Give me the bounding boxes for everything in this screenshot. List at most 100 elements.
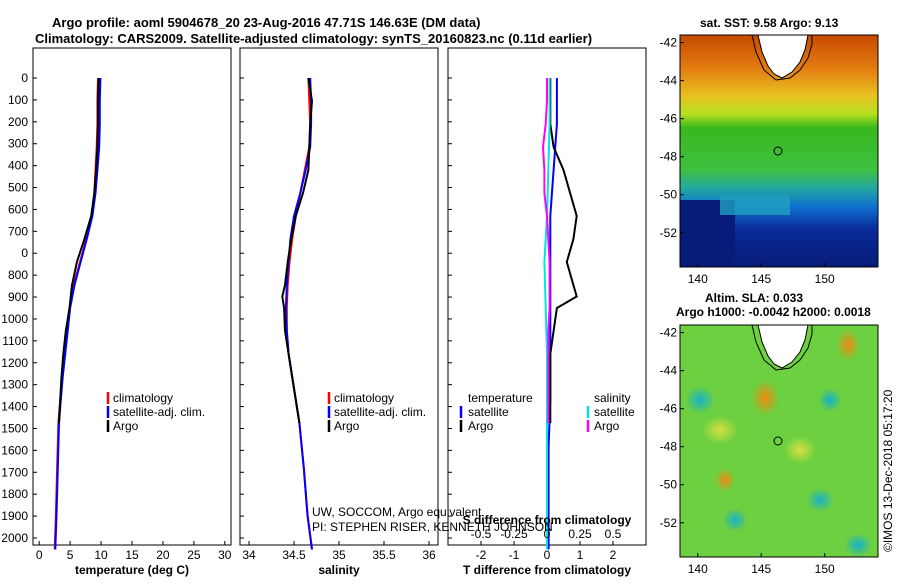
title-line2: Climatology: CARS2009. Satellite-adjuste… — [35, 31, 592, 46]
lat-tick-label: -50 — [660, 188, 678, 202]
map-axes: -42 -44 -46 -48 -50 -52 140 145 150 -42 -44 -46 -48 -… — [660, 36, 835, 576]
depth-tick-label: 1400 — [1, 400, 28, 414]
series-argo — [281, 77, 314, 424]
lat-tick-label: -44 — [660, 364, 678, 378]
legend-satellite: satellite-adj. clim. — [334, 405, 426, 419]
sst-map-frame — [679, 34, 879, 268]
lat-tick-label: -48 — [660, 150, 678, 164]
lon-tick-label: 140 — [688, 562, 708, 576]
depth-tick-label: 100 — [8, 93, 28, 107]
sla-anomaly-low — [685, 386, 715, 414]
depth-tick-label: 1300 — [1, 378, 28, 392]
series-climatology — [53, 77, 99, 550]
sla-anomaly-low — [806, 488, 834, 512]
salinity-plot: 34 34.5 35 35.5 36 — [242, 77, 436, 562]
sla-map-title2: Argo h1000: -0.0042 h2000: 0.0018 — [676, 305, 871, 319]
legend-climatology: climatology — [113, 391, 173, 405]
depth-tick-label: 300 — [8, 137, 28, 151]
imos-watermark: ©IMOS 13-Dec-2018 05:17:20 — [881, 389, 895, 552]
x-tick-label: 35 — [332, 548, 346, 562]
tasmania-landmass — [757, 324, 809, 369]
series-climatology — [285, 77, 313, 550]
sla-anomaly-low — [844, 533, 872, 557]
s-tick-label: -0.5 — [471, 527, 492, 541]
depth-tick-label: 800 — [8, 268, 28, 282]
s-tick-label: 0.25 — [568, 527, 592, 541]
lat-tick-label: -50 — [660, 478, 678, 492]
sst-map-coast-contour — [751, 34, 813, 81]
lat-tick-label: -46 — [660, 402, 678, 416]
series-salinity-argo — [541, 78, 551, 423]
x-tick-label: 1 — [577, 548, 584, 562]
sla-anomaly-high — [751, 380, 779, 416]
depth-tick-label: 1800 — [1, 487, 28, 501]
depth-tick-label: 1700 — [1, 465, 28, 479]
series-salinity-satellite — [543, 78, 551, 550]
argo-float-position — [773, 436, 783, 446]
sla-map-title1: Altim. SLA: 0.033 — [705, 291, 803, 305]
depth-tick-label: 2000 — [1, 531, 28, 545]
depth-tick-label: 1900 — [1, 509, 28, 523]
sla-anomaly-low — [818, 388, 842, 412]
argo-float-position — [773, 146, 783, 156]
sst-map — [679, 34, 879, 268]
lat-tick-label: -48 — [660, 440, 678, 454]
legend-salinity: salinity — [594, 391, 631, 405]
x-tick-label: 2 — [610, 548, 617, 562]
depth-tick-label: 1200 — [1, 356, 28, 370]
sla-anomaly-mid — [784, 436, 816, 464]
credit-line2: PI: STEPHEN RISER, KENNETH JOHNSON — [312, 520, 553, 534]
sla-map — [679, 324, 879, 558]
temperature-plot: 0 5 10 15 20 25 30 — [36, 77, 232, 562]
x-tick-label: -1 — [509, 548, 520, 562]
lat-tick-label: -42 — [660, 326, 678, 340]
x-tick-label: 15 — [125, 548, 139, 562]
legend-argo: Argo — [334, 419, 360, 433]
salinity-legend: climatology satellite-adj. clim. Argo — [327, 391, 426, 433]
depth-tick-label: 1500 — [1, 421, 28, 435]
depth-tick-label: 700 — [8, 224, 28, 238]
legend-s-argo: Argo — [594, 419, 620, 433]
x-tick-label: 25 — [187, 548, 201, 562]
x-tick-label: 0 — [36, 548, 43, 562]
sla-anomaly-high — [715, 468, 735, 492]
depth-tick-label: 1100 — [2, 334, 28, 348]
depth-tick-label: 500 — [8, 181, 28, 195]
sla-map-frame — [679, 324, 879, 558]
legend-t-satellite: satellite — [468, 405, 509, 419]
lat-tick-label: -44 — [660, 74, 678, 88]
x-tick-label: -2 — [476, 548, 487, 562]
sst-map-cyan-patch — [720, 195, 790, 215]
x-tick-label: 5 — [67, 548, 74, 562]
x-tick-label: 20 — [156, 548, 170, 562]
sla-anomaly-high — [836, 329, 860, 361]
depth-tick-label: 1600 — [1, 443, 28, 457]
salinity-xlabel: salinity — [318, 563, 360, 577]
x-tick-label: 34.5 — [282, 548, 306, 562]
series-temperature-argo — [549, 78, 578, 423]
sst-map-title: sat. SST: 9.58 Argo: 9.13 — [700, 16, 839, 30]
difference-top-xlabel: S difference from climatology — [463, 513, 632, 527]
lat-tick-label: -52 — [660, 516, 678, 530]
x-tick-label: 10 — [94, 548, 108, 562]
lon-tick-label: 140 — [688, 272, 708, 286]
s-tick-label: -0.25 — [500, 527, 528, 541]
sla-anomaly-low — [723, 508, 747, 532]
temperature-legend: climatology satellite-adj. clim. Argo — [106, 391, 205, 433]
series-argo — [58, 77, 100, 424]
salinity-panel-frame — [239, 47, 439, 546]
credit-line1: UW, SOCCOM, Argo equivalent — [312, 505, 482, 519]
x-tick-label: 34 — [242, 548, 256, 562]
legend-satellite: satellite-adj. clim. — [113, 405, 205, 419]
legend-argo: Argo — [113, 419, 139, 433]
depth-tick-label: 200 — [8, 115, 28, 129]
depth-tick-label: 900 — [8, 290, 28, 304]
depth-tick-label: 600 — [8, 202, 28, 216]
lat-tick-label: -42 — [660, 36, 678, 50]
legend-t-argo: Argo — [468, 419, 494, 433]
s-tick-label: 0 — [544, 527, 551, 541]
sla-map-coast-contour — [751, 324, 813, 371]
temperature-panel-frame — [32, 47, 232, 546]
lon-tick-label: 145 — [751, 272, 771, 286]
